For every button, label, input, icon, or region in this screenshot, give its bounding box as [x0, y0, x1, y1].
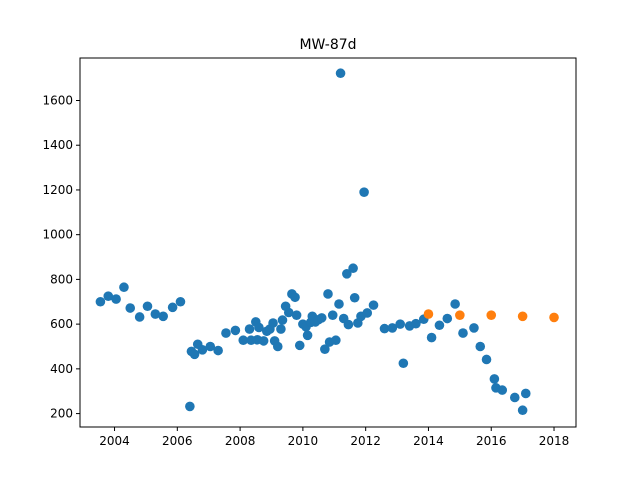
y-axis-ticks: 200 400 600 800 1000 1200 1400 1600 [42, 93, 80, 421]
data-point-s0-52 [331, 335, 341, 346]
data-point-s0-78 [475, 341, 486, 352]
data-point-s0-75 [450, 299, 460, 309]
data-point-s0-77 [469, 323, 479, 333]
data-point-s1-1 [455, 310, 465, 320]
x-tick-label: 2014 [413, 434, 444, 448]
y-tick-label: 800 [50, 272, 73, 286]
plot-area-frame [79, 57, 577, 428]
data-point-s0-8 [158, 311, 168, 322]
data-point-s0-83 [509, 392, 520, 403]
data-point-s0-51 [327, 310, 338, 320]
data-point-s0-70 [411, 318, 421, 329]
data-point-s0-39 [294, 340, 305, 351]
y-tick-label: 1400 [42, 138, 73, 152]
data-point-s0-73 [434, 320, 445, 331]
data-point-s0-76 [458, 328, 468, 338]
data-point-s1-0 [423, 309, 434, 319]
data-point-s0-7 [150, 309, 161, 319]
x-axis-ticks: 2004 2006 2008 2010 2012 2014 2016 2018 [99, 427, 569, 448]
data-point-s0-63 [362, 308, 373, 318]
data-point-s0-47 [316, 313, 327, 323]
data-point-s0-5 [134, 312, 145, 322]
data-point-s0-48 [320, 344, 330, 354]
data-point-s0-26 [258, 336, 269, 346]
data-point-s0-58 [348, 263, 358, 274]
data-point-s0-11 [185, 401, 195, 412]
x-tick-label: 2004 [99, 434, 130, 448]
data-point-s0-67 [395, 319, 406, 329]
data-point-s0-74 [442, 313, 453, 324]
x-tick-label: 2006 [162, 434, 193, 448]
data-point-s0-54 [335, 68, 346, 79]
data-point-s0-56 [342, 269, 352, 279]
data-point-s0-3 [119, 282, 129, 293]
data-point-s1-3 [517, 311, 528, 322]
data-point-s0-59 [349, 292, 360, 303]
data-point-s0-16 [205, 341, 216, 352]
data-point-s0-13 [189, 349, 200, 360]
data-point-s0-6 [142, 301, 153, 312]
data-point-s0-29 [268, 318, 278, 328]
data-point-s0-17 [213, 345, 223, 356]
data-point-s0-38 [291, 310, 302, 320]
data-point-s0-80 [489, 374, 500, 384]
data-point-s0-2 [111, 294, 121, 304]
data-point-s0-10 [175, 296, 186, 307]
data-point-s1-2 [486, 310, 497, 320]
y-tick-label: 600 [50, 317, 73, 331]
y-tick-label: 1600 [42, 93, 73, 107]
data-point-s0-72 [426, 332, 437, 343]
y-tick-label: 1000 [42, 228, 73, 242]
chart-title: MW-87d [299, 37, 356, 53]
data-point-s0-64 [368, 300, 379, 310]
data-point-s0-15 [197, 345, 208, 355]
data-point-s0-18 [221, 328, 231, 338]
data-point-s0-65 [379, 323, 390, 334]
data-point-s0-32 [276, 324, 286, 334]
data-point-s0-42 [302, 330, 313, 341]
data-point-s0-49 [323, 289, 333, 299]
data-point-s0-84 [517, 405, 528, 416]
data-point-s0-19 [230, 325, 241, 336]
x-tick-label: 2018 [539, 434, 570, 448]
data-point-s0-37 [290, 292, 300, 303]
data-point-s0-21 [244, 324, 255, 334]
data-point-s0-68 [398, 358, 409, 369]
data-point-s0-0 [95, 296, 106, 307]
data-point-s0-53 [334, 299, 344, 309]
data-point-s0-79 [481, 354, 492, 365]
y-tick-label: 400 [50, 362, 73, 376]
data-point-s0-57 [343, 319, 354, 330]
x-tick-label: 2010 [288, 434, 319, 448]
data-point-s0-4 [125, 303, 136, 313]
data-point-s0-20 [238, 335, 249, 346]
data-point-s1-4 [549, 312, 559, 323]
x-tick-label: 2012 [350, 434, 381, 448]
y-tick-label: 1200 [42, 183, 73, 197]
data-points [95, 68, 559, 416]
data-point-s0-85 [520, 388, 531, 399]
data-point-s0-62 [359, 187, 369, 197]
data-point-s0-82 [497, 385, 508, 395]
data-point-s0-1 [103, 291, 114, 301]
data-point-s0-33 [277, 315, 288, 325]
x-tick-label: 2016 [476, 434, 507, 448]
y-tick-label: 200 [50, 407, 73, 421]
x-tick-label: 2008 [225, 434, 256, 448]
data-point-s0-35 [283, 307, 294, 318]
data-point-s0-66 [387, 323, 398, 333]
data-point-s0-25 [254, 322, 264, 333]
data-point-s0-9 [167, 302, 178, 313]
data-point-s0-31 [272, 341, 283, 352]
